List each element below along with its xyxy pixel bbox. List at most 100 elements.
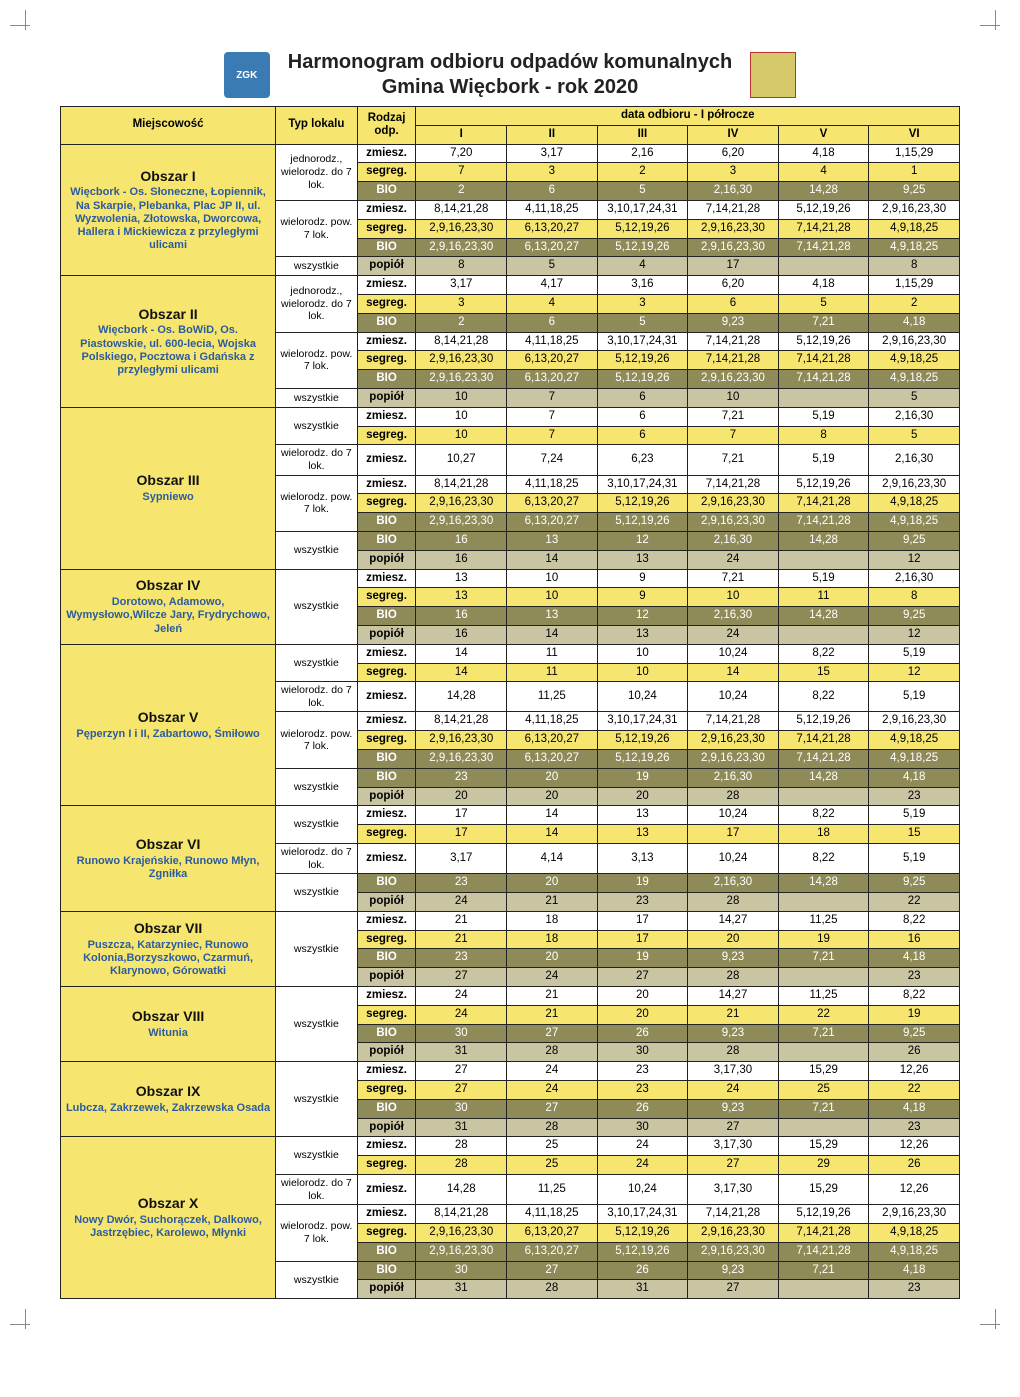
property-type-cell: wielorodz. do 7 lok. — [276, 682, 358, 712]
date-cell: 19 — [597, 768, 688, 787]
waste-type-cell: segreg. — [357, 351, 416, 370]
date-cell: 12,26 — [869, 1175, 960, 1205]
date-cell: 24 — [507, 1081, 598, 1100]
date-cell: 4,9,18,25 — [869, 750, 960, 769]
date-cell: 5,12,19,26 — [778, 712, 869, 731]
date-cell: 10,24 — [688, 682, 779, 712]
date-cell: 11 — [778, 588, 869, 607]
waste-type-cell: segreg. — [357, 426, 416, 445]
date-cell: 13 — [597, 550, 688, 569]
waste-type-cell: BIO — [357, 182, 416, 201]
date-cell — [778, 1043, 869, 1062]
date-cell: 12,26 — [869, 1137, 960, 1156]
waste-type-cell: zmiesz. — [357, 844, 416, 874]
date-cell: 10 — [416, 388, 507, 407]
date-cell: 16 — [416, 625, 507, 644]
waste-type-cell: BIO — [357, 1099, 416, 1118]
date-cell: 10 — [416, 407, 507, 426]
date-cell: 21 — [416, 911, 507, 930]
date-cell: 7,24 — [507, 445, 598, 475]
date-cell: 25 — [507, 1156, 598, 1175]
date-cell: 4,11,18,25 — [507, 200, 598, 219]
date-cell: 8,22 — [778, 644, 869, 663]
date-cell: 2,16,30 — [869, 445, 960, 475]
date-cell: 29 — [778, 1156, 869, 1175]
area-description: Więcbork - Os. Słoneczne, Łopiennik, Na … — [65, 186, 271, 252]
date-cell: 18 — [507, 911, 598, 930]
date-cell: 24 — [507, 1062, 598, 1081]
date-cell: 13 — [597, 625, 688, 644]
property-type-cell: wielorodz. do 7 lok. — [276, 1175, 358, 1205]
date-cell: 2,9,16,23,30 — [688, 238, 779, 257]
date-cell: 7,14,21,28 — [778, 1223, 869, 1242]
date-cell: 30 — [416, 1261, 507, 1280]
date-cell: 5,12,19,26 — [597, 370, 688, 389]
date-cell: 9,23 — [688, 313, 779, 332]
col-month-3: III — [597, 125, 688, 144]
date-cell: 14,28 — [778, 531, 869, 550]
date-cell: 7,21 — [778, 1024, 869, 1043]
date-cell: 8,14,21,28 — [416, 200, 507, 219]
date-cell: 28 — [416, 1137, 507, 1156]
date-cell: 6,13,20,27 — [507, 1242, 598, 1261]
date-cell: 7,14,21,28 — [688, 712, 779, 731]
date-cell: 30 — [416, 1024, 507, 1043]
date-cell: 9,25 — [869, 607, 960, 626]
date-cell: 2,9,16,23,30 — [688, 494, 779, 513]
date-cell: 8,22 — [778, 844, 869, 874]
date-cell: 2,9,16,23,30 — [869, 1205, 960, 1224]
date-cell: 5,12,19,26 — [778, 1205, 869, 1224]
property-type-cell: wszystkie — [276, 531, 358, 569]
waste-type-cell: zmiesz. — [357, 569, 416, 588]
date-cell: 27 — [416, 968, 507, 987]
date-cell: 23 — [597, 893, 688, 912]
date-cell: 8,14,21,28 — [416, 712, 507, 731]
waste-type-cell: zmiesz. — [357, 1175, 416, 1205]
date-cell: 27 — [507, 1099, 598, 1118]
date-cell — [778, 787, 869, 806]
date-cell: 8 — [869, 588, 960, 607]
date-cell: 7,14,21,28 — [778, 494, 869, 513]
waste-type-cell: popiół — [357, 1280, 416, 1299]
date-cell: 2,9,16,23,30 — [416, 219, 507, 238]
date-cell: 13 — [597, 825, 688, 844]
waste-type-cell: popiół — [357, 625, 416, 644]
date-cell: 28 — [688, 968, 779, 987]
date-cell: 13 — [416, 588, 507, 607]
waste-type-cell: zmiesz. — [357, 911, 416, 930]
date-cell: 21 — [507, 1005, 598, 1024]
area-description: Runowo Krajeńskie, Runowo Młyn, Zgniłka — [65, 855, 271, 881]
waste-type-cell: BIO — [357, 1242, 416, 1261]
date-cell: 7,14,21,28 — [688, 475, 779, 494]
date-cell: 4,9,18,25 — [869, 731, 960, 750]
waste-type-cell: segreg. — [357, 163, 416, 182]
date-cell: 7,14,21,28 — [778, 1242, 869, 1261]
date-cell: 23 — [869, 1280, 960, 1299]
date-cell: 6 — [597, 426, 688, 445]
date-cell: 26 — [597, 1261, 688, 1280]
waste-type-cell: BIO — [357, 513, 416, 532]
property-type-cell: wszystkie — [276, 407, 358, 445]
date-cell: 30 — [416, 1099, 507, 1118]
property-type-cell: wielorodz. pow. 7 lok. — [276, 1205, 358, 1261]
date-cell: 12 — [597, 607, 688, 626]
date-cell: 4,18 — [869, 1261, 960, 1280]
date-cell: 7,14,21,28 — [688, 1205, 779, 1224]
area-description: Lubcza, Zakrzewek, Zakrzewska Osada — [65, 1102, 271, 1115]
area-description: Dorotowo, Adamowo, Wymysłowo,Wilcze Jary… — [65, 596, 271, 636]
waste-type-cell: segreg. — [357, 294, 416, 313]
date-cell: 6 — [597, 407, 688, 426]
area-description: Sypniewo — [65, 491, 271, 504]
date-cell: 7,14,21,28 — [688, 332, 779, 351]
date-cell: 5,19 — [778, 569, 869, 588]
date-cell: 3 — [416, 294, 507, 313]
area-cell: Obszar IIISypniewo — [61, 407, 276, 569]
area-cell: Obszar VPęperzyn I i II, Zabartowo, Śmił… — [61, 644, 276, 806]
area-name: Obszar VIII — [65, 1008, 271, 1025]
date-cell: 30 — [597, 1118, 688, 1137]
date-cell: 2,9,16,23,30 — [688, 1223, 779, 1242]
area-name: Obszar VI — [65, 836, 271, 853]
date-cell: 4,9,18,25 — [869, 1223, 960, 1242]
date-cell: 4,9,18,25 — [869, 370, 960, 389]
date-cell: 27 — [416, 1081, 507, 1100]
